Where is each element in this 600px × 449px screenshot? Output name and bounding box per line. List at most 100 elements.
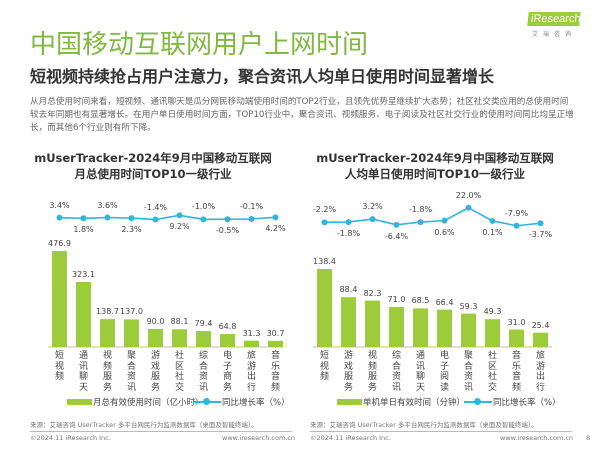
bar-value-label: 31.3 [242, 328, 261, 338]
page-title: 中国移动互联网用户上网时间 [30, 30, 369, 60]
growth-point [224, 216, 231, 223]
growth-point [489, 217, 496, 224]
growth-point [56, 214, 63, 221]
bar [437, 309, 452, 347]
growth-point [537, 220, 544, 227]
bar-value-label: 88.4 [339, 285, 358, 295]
bar [100, 319, 115, 347]
category-label: 游戏服务 [343, 351, 353, 393]
bar [124, 319, 139, 347]
category-label: 聚合资讯 [126, 351, 136, 393]
bar [533, 332, 548, 347]
growth-value-label: 0.1% [482, 227, 503, 237]
chart-2-source: 来源：艾瑞咨询 UserTracker 多平台网民行为监测数据库（桌面及智能终端… [310, 421, 538, 429]
bar-value-label: 79.4 [194, 319, 213, 329]
bar-value-label: 138.7 [96, 307, 119, 317]
growth-value-label: 9.2% [169, 222, 190, 232]
bar-value-label: 323.1 [72, 269, 95, 279]
bar-value-label: 68.5 [411, 296, 430, 306]
growth-point [369, 216, 376, 223]
iresearch-logo: iResearch 艾瑞咨询 [527, 12, 581, 38]
legend-bar-label: 月总有效使用时间（亿小时） [93, 398, 204, 408]
growth-point [465, 204, 472, 211]
growth-value-label: 22.0% [455, 190, 482, 200]
bar [413, 308, 428, 347]
website-link[interactable]: www.iresearch.com.cn [222, 434, 296, 442]
category-label: 音乐音频 [511, 351, 521, 393]
growth-value-label: -6.4% [384, 231, 409, 241]
category-label: 短视频 [54, 351, 64, 382]
category-label: 聚合资讯 [463, 351, 473, 393]
bar-value-label: 49.3 [483, 307, 502, 317]
growth-value-label: 3.2% [362, 202, 383, 212]
growth-value-label: -0.5% [215, 226, 240, 236]
growth-value-label: -1.0% [191, 202, 216, 212]
category-label: 游戏服务 [150, 351, 160, 393]
legend-bar-swatch [337, 399, 362, 405]
page-subtitle: 短视频持续抢占用户注意力，聚合资讯人均单日使用时间显著增长 [30, 67, 495, 86]
chart-2-title: mUserTracker-2024年9月中国移动互联网 人均单日使用时间TOP1… [300, 150, 570, 182]
bar-value-label: 88.1 [170, 317, 189, 327]
legend-line-marker [474, 398, 481, 405]
bar-value-label: 138.4 [313, 257, 336, 266]
growth-line [324, 206, 541, 227]
bar [509, 329, 524, 347]
category-label: 通讯聊天 [78, 351, 88, 393]
growth-value-label: 1.8% [73, 225, 94, 235]
legend-bar-label: 单机单日有效时间（分钟） [363, 398, 466, 408]
growth-point [104, 214, 111, 221]
bar [485, 319, 500, 347]
chart-2-title-line2: 人均单日使用时间TOP10一级行业 [344, 167, 526, 181]
website-link[interactable]: www.iresearch.com.cn [500, 434, 574, 442]
bar-value-label: 66.4 [435, 297, 454, 307]
copyright: ©2024.11 iResearch Inc. [30, 434, 111, 442]
legend-bar-swatch [67, 399, 92, 405]
chart-1-title: mUserTracker-2024年9月中国移动互联网 月总使用时间TOP10一… [18, 150, 288, 182]
growth-value-label: 3.6% [97, 200, 118, 210]
bar [172, 329, 187, 347]
growth-value-label: -1.4% [143, 202, 168, 212]
growth-point [393, 221, 400, 228]
bar [220, 333, 235, 347]
bar-value-label: 476.9 [48, 239, 71, 248]
bar [76, 281, 91, 347]
growth-value-label: 2.3% [121, 225, 142, 235]
bar-value-label: 71.0 [387, 294, 406, 304]
growth-point [200, 216, 207, 223]
bar [196, 331, 211, 347]
category-label: 社区社交 [174, 351, 184, 393]
category-label: 电子阅读 [439, 351, 449, 393]
growth-point [321, 219, 328, 226]
bar [244, 340, 259, 347]
category-label: 旅游出行 [246, 351, 256, 393]
growth-value-label: 3.4% [49, 200, 70, 210]
growth-value-label: -1.8% [408, 205, 433, 215]
category-label: 短视频 [319, 351, 329, 382]
category-label: 视频服务 [367, 351, 377, 393]
bar-value-label: 137.0 [120, 307, 143, 317]
bar-value-label: 30.7 [266, 328, 285, 338]
bar-value-label: 82.3 [363, 288, 382, 298]
bar-value-label: 59.3 [459, 301, 478, 311]
chart-1-title-line2: 月总使用时间TOP10一级行业 [74, 167, 232, 181]
bar [341, 297, 356, 347]
growth-point [248, 216, 255, 223]
bar [148, 328, 163, 347]
growth-point [345, 219, 352, 226]
copyright: ©2024.11 iResearch Inc. [310, 434, 391, 442]
bar [268, 340, 283, 347]
chart-2-title-line1: mUserTracker-2024年9月中国移动互联网 [316, 151, 554, 165]
growth-point [513, 222, 520, 229]
growth-point [441, 217, 448, 224]
legend-line-label: 同比增长率（%） [222, 398, 290, 408]
category-label: 音乐音频 [270, 351, 280, 393]
footer-divider [30, 431, 292, 432]
chart-1-title-line1: mUserTracker-2024年9月中国移动互联网 [34, 151, 272, 165]
page-number: 8 [586, 434, 591, 442]
footer-divider [310, 431, 572, 432]
category-label: 视频服务 [102, 351, 112, 393]
growth-point [272, 214, 279, 221]
growth-point [417, 219, 424, 226]
growth-point [176, 212, 183, 219]
growth-value-label: -1.8% [336, 229, 361, 239]
